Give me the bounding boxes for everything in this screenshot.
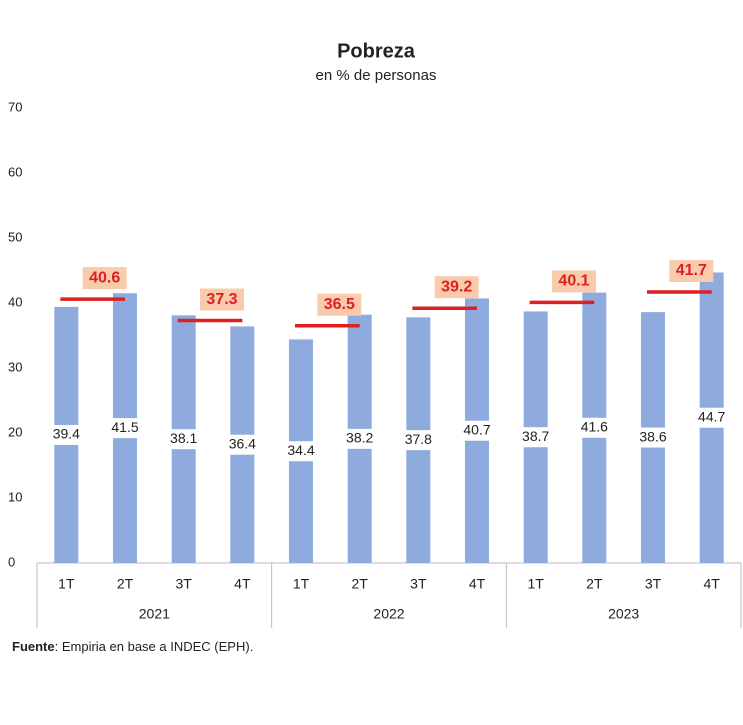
y-tick-label: 60 [8,164,22,179]
value-label: 36.4 [229,435,256,451]
value-label: 41.5 [111,419,138,435]
value-label: 38.2 [346,430,373,446]
footnote-text: : Empiria en base a INDEC (EPH). [55,639,254,654]
semester-label: 40.1 [558,273,589,290]
y-tick-label: 10 [8,489,22,504]
value-label-bg [517,427,554,448]
x-tick-label: 1T [293,576,310,592]
value-label-bg [48,424,85,445]
value-label: 38.6 [639,428,666,444]
value-label-bg [400,430,437,451]
y-tick-label: 20 [8,424,22,439]
x-tick-label: 4T [469,576,486,592]
y-tick-label: 40 [8,294,22,309]
value-label: 37.8 [405,431,432,447]
x-tick-label: 2T [351,576,368,592]
x-tick-label: 2T [586,576,603,592]
semester-label: 41.7 [676,262,707,279]
semester-label-bg [317,293,362,316]
value-label: 38.7 [522,428,549,444]
y-tick-label: 50 [8,229,22,244]
semester-label-bg [669,259,714,282]
semester-label-bg [552,270,596,293]
value-label-bg [224,434,261,455]
x-tick-label: 3T [175,576,192,592]
y-tick-label: 70 [8,99,22,114]
x-tick-label: 4T [703,576,720,592]
semester-label-bg [434,276,479,299]
value-label: 39.4 [53,426,80,442]
semester-label: 39.2 [441,278,472,295]
value-label-bg [459,420,495,441]
value-label-bg [107,418,143,439]
group-label: 2023 [608,606,639,622]
value-label-bg [576,417,613,438]
value-label-bg [165,429,202,450]
semester-label-bg [200,288,244,311]
y-tick-label: 30 [8,359,22,374]
chart-subtitle: en % de personas [316,67,437,84]
semester-label: 40.6 [89,269,120,286]
value-label: 34.4 [287,442,314,458]
group-label: 2022 [373,606,404,622]
footnote-label: Fuente [12,639,55,654]
y-tick-label: 0 [8,554,15,569]
value-label: 44.7 [698,408,725,424]
value-label-bg [693,407,730,428]
x-tick-label: 4T [234,576,251,592]
value-label-bg [341,428,378,449]
chart-title: Pobreza [337,40,416,62]
value-label: 38.1 [170,430,197,446]
semester-label: 36.5 [324,296,355,313]
x-tick-label: 1T [58,576,75,592]
semester-label-bg [82,267,127,290]
x-tick-label: 3T [645,576,662,592]
x-tick-label: 2T [117,576,134,592]
value-label-bg [283,441,319,462]
footnote: Fuente: Empiria en base a INDEC (EPH). [12,639,253,654]
value-label: 40.7 [463,421,490,437]
value-label: 41.6 [581,419,608,435]
group-label: 2021 [139,606,170,622]
x-tick-label: 3T [410,576,427,592]
value-label-bg [635,427,671,448]
semester-label: 37.3 [206,291,237,308]
x-tick-label: 1T [527,576,544,592]
